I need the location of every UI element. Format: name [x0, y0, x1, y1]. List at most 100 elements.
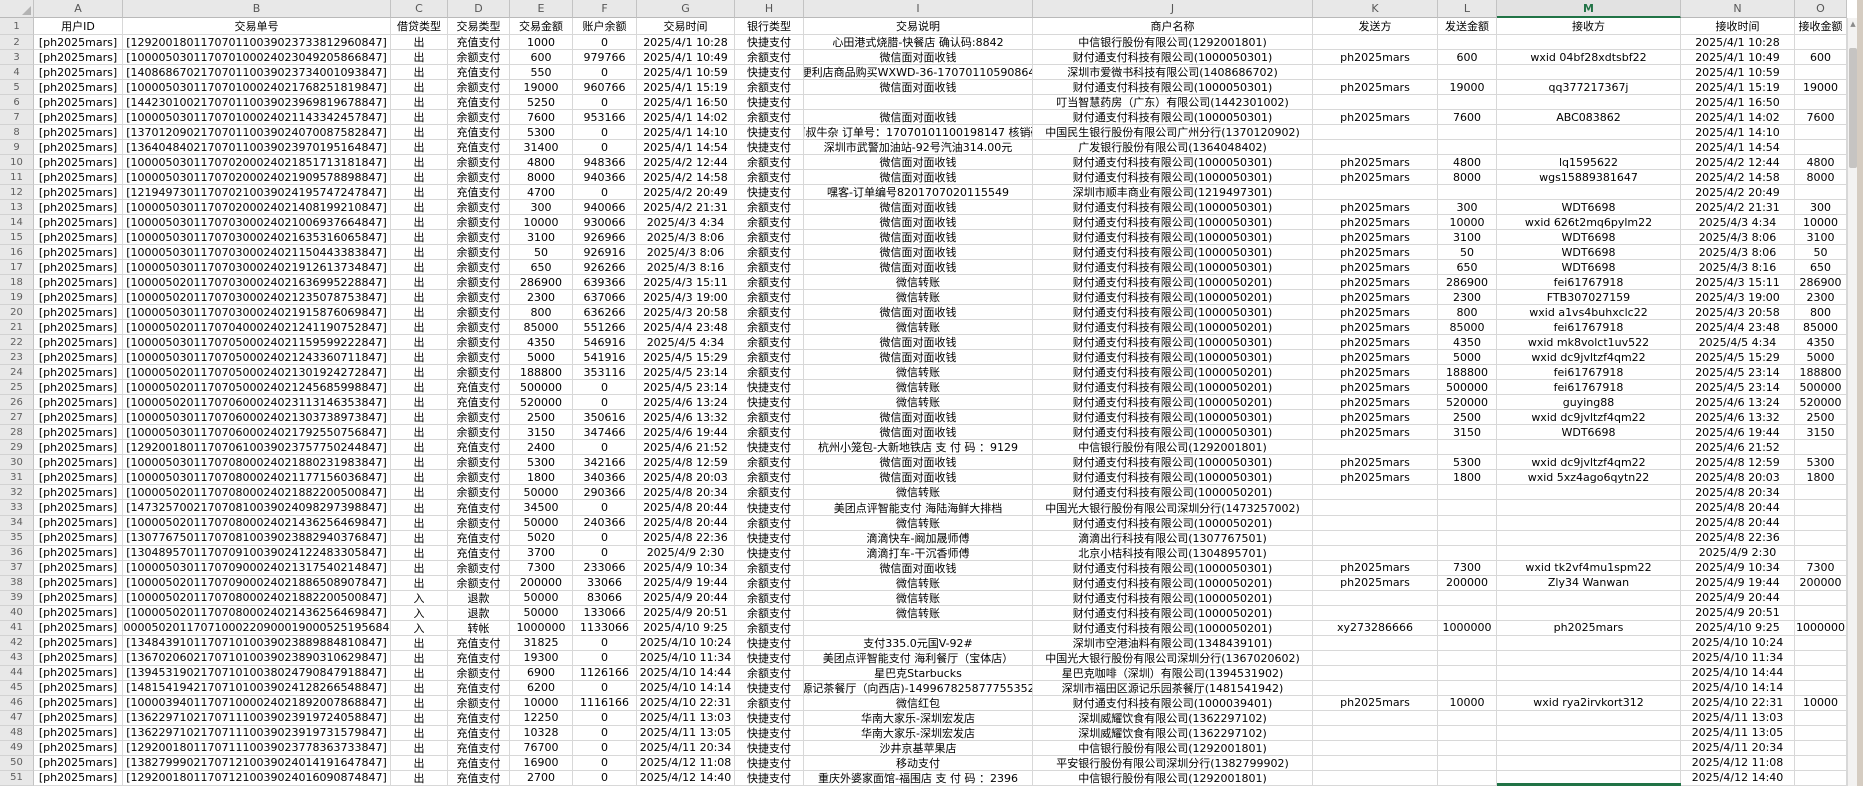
cell-M2[interactable] [1497, 35, 1681, 51]
cell-D7[interactable]: 余额支付 [448, 110, 510, 126]
cell-C8[interactable]: 出 [391, 125, 448, 141]
cell-K43[interactable] [1313, 650, 1438, 666]
cell-H5[interactable]: 余额支付 [735, 80, 804, 96]
cell-G17[interactable]: 2025/4/3 8:16 [637, 260, 735, 276]
cell-C33[interactable]: 出 [391, 500, 448, 516]
cell-G51[interactable]: 2025/4/12 14:40 [637, 770, 735, 786]
cell-J36[interactable]: 北京小桔科技有限公司(1304895701) [1033, 545, 1313, 561]
cell-C4[interactable]: 出 [391, 65, 448, 81]
cell-C30[interactable]: 出 [391, 455, 448, 471]
cell-E24[interactable]: 188800 [510, 365, 573, 381]
cell-L11[interactable]: 8000 [1438, 170, 1497, 186]
cell-K9[interactable] [1313, 140, 1438, 156]
cell-A1[interactable]: 用户ID [34, 18, 123, 35]
row-header-50[interactable]: 50 [0, 755, 34, 771]
cell-H50[interactable]: 快捷支付 [735, 755, 804, 771]
cell-N10[interactable]: 2025/4/2 12:44 [1681, 155, 1795, 171]
cell-F33[interactable]: 0 [573, 500, 637, 516]
cell-F19[interactable]: 637066 [573, 290, 637, 306]
cell-K51[interactable] [1313, 770, 1438, 786]
cell-B26[interactable]: [100005020117070600024023113146353847] [123, 395, 391, 411]
row-header-15[interactable]: 15 [0, 230, 34, 246]
row-header-33[interactable]: 33 [0, 500, 34, 516]
cell-E35[interactable]: 5020 [510, 530, 573, 546]
cell-I28[interactable]: 微信面对面收钱 [804, 425, 1033, 441]
cell-C16[interactable]: 出 [391, 245, 448, 261]
cell-H9[interactable]: 快捷支付 [735, 140, 804, 156]
cell-J25[interactable]: 财付通支付科技有限公司(1000050201) [1033, 380, 1313, 396]
cell-J22[interactable]: 财付通支付科技有限公司(1000050301) [1033, 335, 1313, 351]
cell-L32[interactable] [1438, 485, 1497, 501]
cell-K29[interactable] [1313, 440, 1438, 456]
cell-M12[interactable] [1497, 185, 1681, 201]
cell-K48[interactable] [1313, 725, 1438, 741]
cell-J42[interactable]: 深圳市空港油料有限公司(1348439101) [1033, 635, 1313, 651]
cell-N13[interactable]: 2025/4/2 21:31 [1681, 200, 1795, 216]
cell-L10[interactable]: 4800 [1438, 155, 1497, 171]
cell-J23[interactable]: 财付通支付科技有限公司(1000050301) [1033, 350, 1313, 366]
cell-C32[interactable]: 出 [391, 485, 448, 501]
cell-K49[interactable] [1313, 740, 1438, 756]
cell-D30[interactable]: 余额支付 [448, 455, 510, 471]
cell-L4[interactable] [1438, 65, 1497, 81]
cell-O43[interactable] [1795, 650, 1847, 666]
cell-N2[interactable]: 2025/4/1 10:28 [1681, 35, 1795, 51]
cell-K36[interactable] [1313, 545, 1438, 561]
cell-E6[interactable]: 5250 [510, 95, 573, 111]
cell-A34[interactable]: [ph2025mars] [34, 515, 123, 531]
cell-A11[interactable]: [ph2025mars] [34, 170, 123, 186]
cell-A41[interactable]: [ph2025mars] [34, 620, 123, 636]
row-header-39[interactable]: 39 [0, 590, 34, 606]
cell-N45[interactable]: 2025/4/10 14:14 [1681, 680, 1795, 696]
cell-I46[interactable]: 微信红包 [804, 695, 1033, 711]
cell-C31[interactable]: 出 [391, 470, 448, 486]
cell-D29[interactable]: 充值支付 [448, 440, 510, 456]
scrollbar-thumb[interactable] [1849, 48, 1857, 168]
cell-B47[interactable]: [136229710217071110039023919724058847] [123, 710, 391, 726]
cell-K44[interactable] [1313, 665, 1438, 681]
cell-I20[interactable]: 微信面对面收钱 [804, 305, 1033, 321]
cell-A10[interactable]: [ph2025mars] [34, 155, 123, 171]
cell-C35[interactable]: 出 [391, 530, 448, 546]
row-header-28[interactable]: 28 [0, 425, 34, 441]
cell-K33[interactable] [1313, 500, 1438, 516]
cell-H19[interactable]: 余额支付 [735, 290, 804, 306]
cell-D44[interactable]: 余额支付 [448, 665, 510, 681]
row-header-48[interactable]: 48 [0, 725, 34, 741]
cell-G47[interactable]: 2025/4/11 13:03 [637, 710, 735, 726]
row-header-3[interactable]: 3 [0, 50, 34, 66]
cell-O48[interactable] [1795, 725, 1847, 741]
cell-L19[interactable]: 2300 [1438, 290, 1497, 306]
cell-C48[interactable]: 出 [391, 725, 448, 741]
cell-H27[interactable]: 余额支付 [735, 410, 804, 426]
cell-K11[interactable]: ph2025mars [1313, 170, 1438, 186]
cell-M24[interactable]: fei61767918 [1497, 365, 1681, 381]
cell-F29[interactable]: 0 [573, 440, 637, 456]
cell-O33[interactable] [1795, 500, 1847, 516]
cell-E1[interactable]: 交易金额 [510, 18, 573, 35]
cell-J14[interactable]: 财付通支付科技有限公司(1000050301) [1033, 215, 1313, 231]
cell-H30[interactable]: 余额支付 [735, 455, 804, 471]
cell-K45[interactable] [1313, 680, 1438, 696]
cell-K32[interactable] [1313, 485, 1438, 501]
cell-H35[interactable]: 快捷支付 [735, 530, 804, 546]
cell-G34[interactable]: 2025/4/8 20:44 [637, 515, 735, 531]
cell-N46[interactable]: 2025/4/10 22:31 [1681, 695, 1795, 711]
cell-A42[interactable]: [ph2025mars] [34, 635, 123, 651]
cell-D42[interactable]: 充值支付 [448, 635, 510, 651]
row-header-27[interactable]: 27 [0, 410, 34, 426]
cell-N34[interactable]: 2025/4/8 20:44 [1681, 515, 1795, 531]
cell-A5[interactable]: [ph2025mars] [34, 80, 123, 96]
cell-K22[interactable]: ph2025mars [1313, 335, 1438, 351]
row-header-38[interactable]: 38 [0, 575, 34, 591]
cell-L12[interactable] [1438, 185, 1497, 201]
cell-O24[interactable]: 188800 [1795, 365, 1847, 381]
cell-B31[interactable]: [100005030117070800024021177156036847] [123, 470, 391, 486]
cell-E48[interactable]: 10328 [510, 725, 573, 741]
cell-A6[interactable]: [ph2025mars] [34, 95, 123, 111]
cell-E11[interactable]: 8000 [510, 170, 573, 186]
cell-O47[interactable] [1795, 710, 1847, 726]
cell-A37[interactable]: [ph2025mars] [34, 560, 123, 576]
cell-K8[interactable] [1313, 125, 1438, 141]
cell-H31[interactable]: 余额支付 [735, 470, 804, 486]
